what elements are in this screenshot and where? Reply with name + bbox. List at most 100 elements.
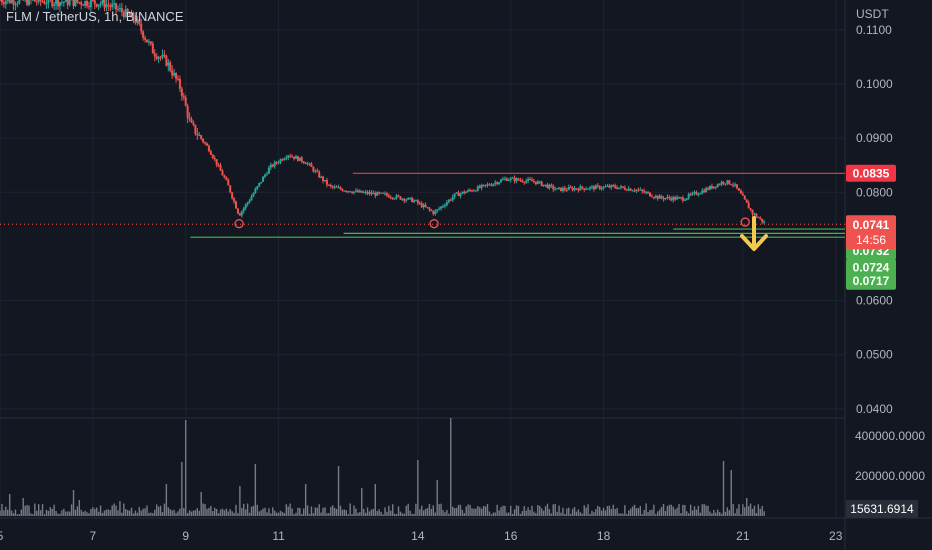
volume-bar [604, 510, 607, 516]
volume-bar [674, 509, 676, 516]
candle-body [722, 182, 725, 184]
candle-body [10, 0, 13, 3]
candle-body [124, 8, 127, 18]
volume-bar [243, 503, 245, 516]
candle-body [111, 4, 114, 8]
candle-body [18, 0, 21, 4]
volume-bar [3, 510, 5, 516]
candle-body [656, 195, 659, 199]
candle-body [424, 204, 427, 207]
volume-bar [368, 511, 371, 516]
candle-body [221, 170, 224, 176]
candle-body [649, 192, 651, 197]
candle-body [616, 187, 619, 189]
volume-bar [455, 507, 458, 516]
volume-bar [152, 513, 154, 516]
volume-bar [730, 470, 732, 516]
price-tick-label: 0.1100 [856, 23, 892, 37]
volume-bar [258, 511, 260, 516]
candle-body [231, 192, 234, 199]
candle-body [138, 19, 141, 24]
volume-bar [552, 504, 554, 516]
candle-body [167, 62, 170, 66]
candle-body [683, 199, 686, 201]
candle-body [6, 0, 9, 2]
candle-body [374, 192, 377, 196]
volume-bar [41, 504, 44, 516]
candle-body [265, 173, 268, 175]
last-price-badge: 0.0741 [853, 218, 890, 232]
candle-body [45, 3, 48, 5]
candle-body [513, 177, 516, 182]
candle-body [186, 105, 189, 118]
level-price-badge: 0.0724 [853, 260, 890, 274]
volume-bar [45, 509, 48, 516]
price-tick-label: 0.0600 [856, 294, 893, 308]
volume-bar [753, 505, 756, 516]
volume-histogram [0, 418, 765, 516]
volume-bar [198, 510, 200, 516]
volume-bar [183, 508, 185, 516]
candle-body [296, 156, 299, 161]
candle-body [679, 197, 682, 199]
candle-body [430, 209, 433, 211]
volume-bar [718, 511, 721, 516]
volume-bar [275, 512, 278, 516]
candle-body [101, 0, 104, 4]
candle-body [107, 4, 110, 6]
volume-bar [233, 512, 235, 516]
candle-body [590, 186, 593, 188]
candle-body [670, 198, 673, 201]
candle-body [353, 191, 356, 193]
volume-bar [475, 508, 477, 516]
candle-body [494, 182, 497, 184]
candle-body [331, 186, 334, 188]
volume-bar [217, 513, 220, 516]
volume-bar [399, 511, 402, 516]
candle-body [695, 192, 698, 195]
volume-bar [351, 514, 353, 516]
volume-bar [63, 508, 65, 516]
down-arrow-annotation [740, 216, 768, 251]
candle-body [155, 56, 158, 59]
volume-bar [533, 511, 535, 516]
time-tick-label: 16 [504, 529, 518, 543]
volume-bar [221, 508, 224, 516]
candle-body [451, 197, 454, 201]
volume-bar [34, 503, 36, 516]
volume-bar [759, 508, 761, 516]
volume-bar [115, 505, 117, 516]
candle-body [333, 186, 336, 188]
volume-bar [310, 506, 313, 516]
volume-bar [84, 510, 86, 516]
volume-bar [109, 510, 111, 516]
candle-body [676, 197, 679, 200]
candle-body [55, 0, 58, 5]
volume-bar [154, 509, 156, 516]
candle-body [486, 184, 489, 186]
volume-bar [616, 507, 618, 516]
price-badges: 0.08350.07320.07240.07170.074114:5615631… [846, 164, 918, 518]
candle-body [736, 184, 739, 189]
candle-body [612, 185, 615, 187]
candle-body [658, 195, 661, 199]
volume-bar [74, 509, 77, 516]
arrow-head [740, 234, 768, 251]
candle-body [755, 213, 758, 218]
volume-bar [37, 504, 40, 516]
candle-body [428, 207, 431, 210]
candle-body [387, 195, 390, 198]
candle-body [126, 8, 129, 14]
volume-bar [61, 510, 63, 516]
volume-bar [5, 506, 7, 516]
volume-bar [293, 514, 295, 516]
volume-bar [500, 507, 502, 516]
candle-body [637, 189, 640, 191]
candle-body [312, 167, 315, 172]
candle-body [751, 209, 754, 215]
volume-bar [277, 512, 280, 516]
candle-body [542, 184, 545, 186]
candle-body [589, 186, 592, 189]
candle-body [244, 204, 247, 209]
